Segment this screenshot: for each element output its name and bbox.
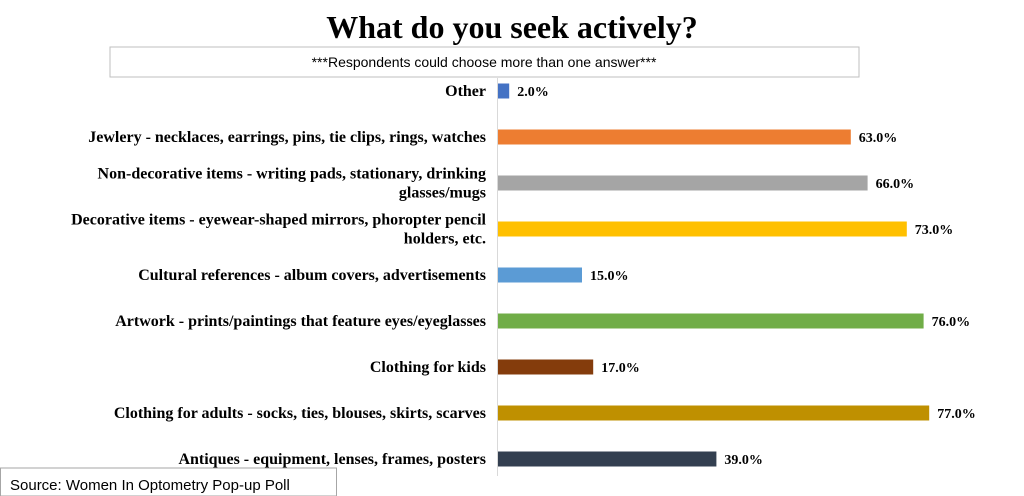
bar bbox=[498, 313, 924, 329]
bar bbox=[498, 83, 510, 99]
source-box bbox=[0, 467, 337, 496]
bar bbox=[498, 359, 594, 375]
category-labels-group: Other Jewlery - necklaces, earrings, pins… bbox=[71, 83, 486, 468]
bars-group bbox=[498, 83, 930, 467]
chart-subtitle: ***Respondents could choose more than on… bbox=[312, 54, 657, 70]
category-label-line: Decorative items - eyewear-shaped mirror… bbox=[71, 212, 486, 229]
category-label-line: holders, etc. bbox=[404, 231, 486, 248]
category-label-line: Clothing for adults - socks, ties, blous… bbox=[114, 405, 486, 422]
subtitle-box bbox=[109, 46, 860, 78]
bar bbox=[498, 451, 717, 467]
category-label-line: Other bbox=[445, 83, 486, 100]
category-label: Cultural references - album covers, adve… bbox=[138, 267, 486, 284]
source-note: Source: Women In Optometry Pop-up Poll bbox=[10, 477, 290, 494]
category-label: Antiques - equipment, lenses, frames, po… bbox=[178, 451, 486, 468]
data-labels-group: 2.0% 63.0% 66.0% 73.0% 15.0% 76.0% 17.0% 77.0% 3… bbox=[517, 85, 976, 468]
category-label: Clothing for adults - socks, ties, blous… bbox=[114, 405, 486, 422]
category-label: Decorative items - eyewear-shaped mirror… bbox=[71, 212, 486, 248]
data-label: 77.0% bbox=[937, 407, 976, 422]
bar bbox=[498, 221, 907, 237]
bar bbox=[498, 405, 930, 421]
data-label: 17.0% bbox=[601, 361, 640, 376]
data-label: 63.0% bbox=[859, 131, 898, 146]
category-label-line: Clothing for kids bbox=[370, 359, 486, 376]
category-label: Non-decorative items - writing pads, sta… bbox=[98, 166, 486, 202]
category-label: Other bbox=[445, 83, 486, 100]
bar bbox=[498, 175, 868, 191]
data-label: 39.0% bbox=[724, 453, 763, 468]
data-label: 66.0% bbox=[876, 177, 915, 192]
category-label-line: Antiques - equipment, lenses, frames, po… bbox=[178, 451, 486, 468]
bar bbox=[498, 267, 582, 283]
category-label-line: Cultural references - album covers, adve… bbox=[138, 267, 486, 284]
data-label: 76.0% bbox=[932, 315, 971, 330]
data-label: 15.0% bbox=[590, 269, 629, 284]
category-label: Artwork - prints/paintings that feature … bbox=[115, 313, 486, 330]
category-label-line: Non-decorative items - writing pads, sta… bbox=[98, 166, 486, 183]
chart-title: What do you seek actively? bbox=[326, 9, 698, 45]
category-label-line: Jewlery - necklaces, earrings, pins, tie… bbox=[88, 129, 486, 146]
data-label: 2.0% bbox=[517, 85, 549, 100]
category-label-line: glasses/mugs bbox=[399, 185, 486, 202]
category-label: Jewlery - necklaces, earrings, pins, tie… bbox=[88, 129, 486, 146]
category-label-line: Artwork - prints/paintings that feature … bbox=[115, 313, 486, 330]
data-label: 73.0% bbox=[915, 223, 954, 238]
bar bbox=[498, 129, 851, 145]
category-label: Clothing for kids bbox=[370, 359, 486, 376]
